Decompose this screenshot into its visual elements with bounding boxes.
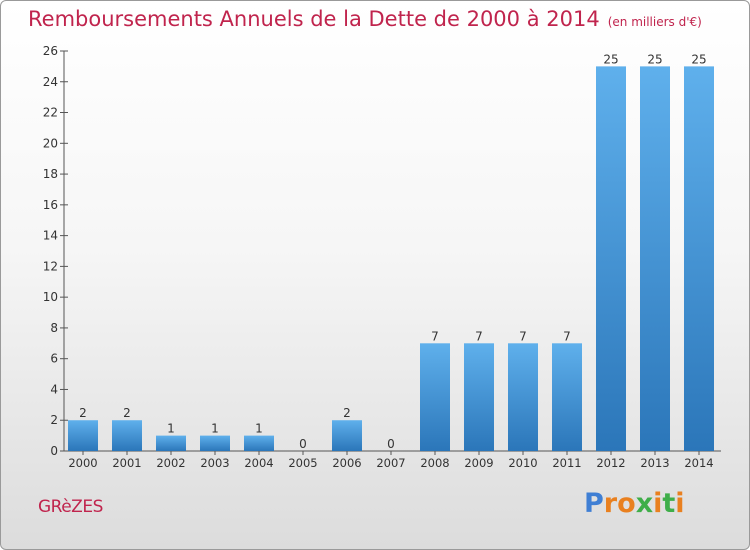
bar [200,435,230,451]
bar [640,66,670,451]
bar [156,435,186,451]
x-tick-label: 2010 [508,456,537,470]
chart-title: Remboursements Annuels de la Dette de 20… [28,7,702,31]
y-tick-label: 0 [50,444,58,458]
y-tick-label: 6 [50,352,58,366]
bar-data-label: 25 [691,52,706,66]
bar [332,420,362,451]
bar-data-label: 7 [519,329,527,343]
bar-data-label: 1 [167,422,175,436]
y-tick-label: 24 [43,75,58,89]
x-tick-label: 2014 [684,456,713,470]
y-tick-label: 10 [43,290,58,304]
bar [420,343,450,451]
x-tick-label: 2013 [640,456,669,470]
chart-subtitle: (en milliers d'€) [607,15,702,29]
chart-title-text: Remboursements Annuels de la Dette de 20… [28,7,600,31]
x-tick-label: 2001 [112,456,141,470]
bar-data-label: 7 [431,329,439,343]
bar-data-label: 1 [211,422,219,436]
x-tick-label: 2000 [68,456,97,470]
x-tick-label: 2004 [244,456,273,470]
logo-letter: t [662,488,676,519]
y-tick-label: 12 [43,259,58,273]
logo-letter: P [584,488,604,519]
logo-letter: o [617,488,636,519]
bar [684,66,714,451]
bar-data-label: 2 [79,406,87,420]
bar-data-label: 7 [475,329,483,343]
x-tick-label: 2008 [420,456,449,470]
y-tick-label: 22 [43,106,58,120]
bar-data-label: 7 [563,329,571,343]
x-tick-label: 2006 [332,456,361,470]
commune-name: GRèZES [38,497,103,517]
x-tick-label: 2003 [200,456,229,470]
bar-data-label: 0 [387,437,395,451]
bar [596,66,626,451]
y-tick-label: 16 [43,198,58,212]
y-tick-label: 8 [50,321,58,335]
bar [68,420,98,451]
x-tick-label: 2007 [376,456,405,470]
bar [464,343,494,451]
bar-data-label: 25 [603,52,618,66]
bar-data-label: 2 [123,406,131,420]
bar [552,343,582,451]
bar-data-label: 2 [343,406,351,420]
logo-letter: i [675,488,685,519]
x-tick-label: 2012 [596,456,625,470]
bar-data-label: 0 [299,437,307,451]
bar [112,420,142,451]
bar-data-label: 25 [647,52,662,66]
bar-data-label: 1 [255,422,263,436]
logo-letter: i [653,488,663,519]
y-tick-label: 20 [43,136,58,150]
y-tick-label: 2 [50,413,58,427]
logo-letter: x [635,488,654,519]
y-tick-label: 14 [43,229,58,243]
y-tick-label: 18 [43,167,58,181]
x-tick-label: 2005 [288,456,317,470]
logo-letter: r [603,488,618,519]
y-tick-label: 26 [43,44,58,58]
x-tick-label: 2002 [156,456,185,470]
bar [508,343,538,451]
proxiti-logo: Proxiti [584,488,685,519]
x-tick-label: 2011 [552,456,581,470]
x-tick-label: 2009 [464,456,493,470]
y-tick-label: 4 [50,382,58,396]
bar [244,435,274,451]
